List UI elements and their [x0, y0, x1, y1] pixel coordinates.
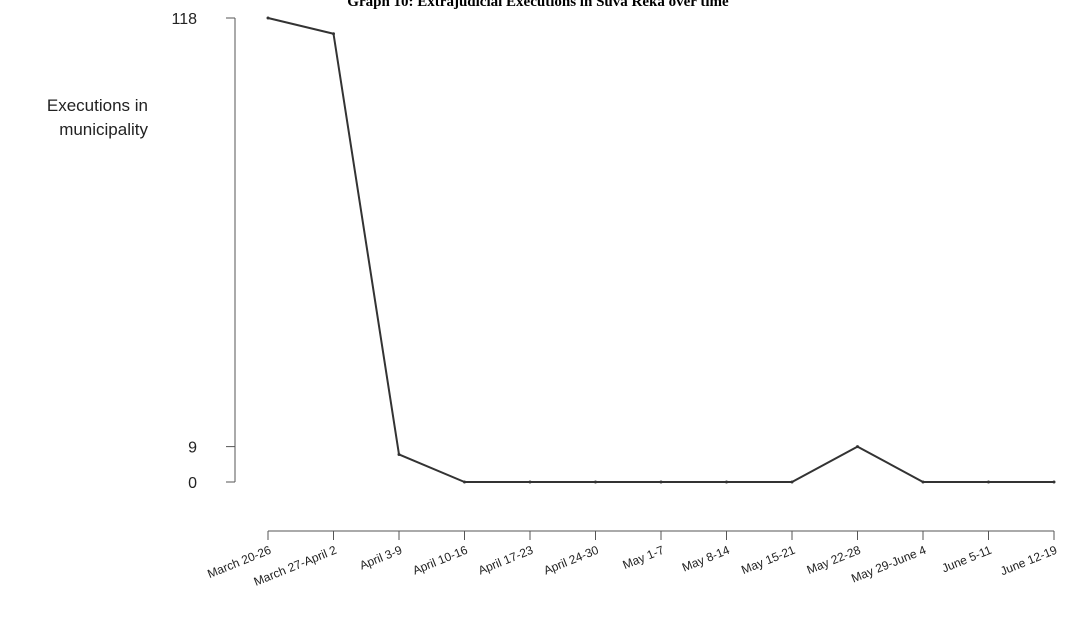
- x-tick-label: April 17-23: [476, 543, 535, 578]
- y-tick-label: 118: [171, 11, 197, 28]
- x-tick-label: June 12-19: [998, 543, 1059, 579]
- data-point: [987, 481, 990, 484]
- data-point: [463, 481, 466, 484]
- series-line: [268, 18, 1054, 482]
- y-tick-label: 9: [188, 440, 197, 457]
- data-point: [1053, 481, 1056, 484]
- data-point: [660, 481, 663, 484]
- x-tick-label: May 15-21: [739, 543, 797, 577]
- data-point: [267, 17, 270, 20]
- data-point: [529, 481, 532, 484]
- y-tick-label: 0: [188, 475, 197, 492]
- x-tick-label: May 29-June 4: [849, 543, 928, 586]
- data-point: [791, 481, 794, 484]
- x-tick-label: April 24-30: [542, 543, 601, 578]
- x-tick-label: April 10-16: [411, 543, 470, 578]
- x-tick-label: May 1-7: [621, 543, 667, 572]
- series-layer: [267, 17, 1056, 484]
- x-tick-label: May 8-14: [680, 543, 732, 575]
- x-tick-label: June 5-11: [940, 543, 994, 576]
- y-axis: 0 9 118: [171, 11, 235, 492]
- data-point: [725, 481, 728, 484]
- x-tick-label: April 3-9: [357, 543, 404, 573]
- data-point: [398, 453, 401, 456]
- data-point: [922, 481, 925, 484]
- data-point: [594, 481, 597, 484]
- data-point: [332, 32, 335, 35]
- data-point: [856, 445, 859, 448]
